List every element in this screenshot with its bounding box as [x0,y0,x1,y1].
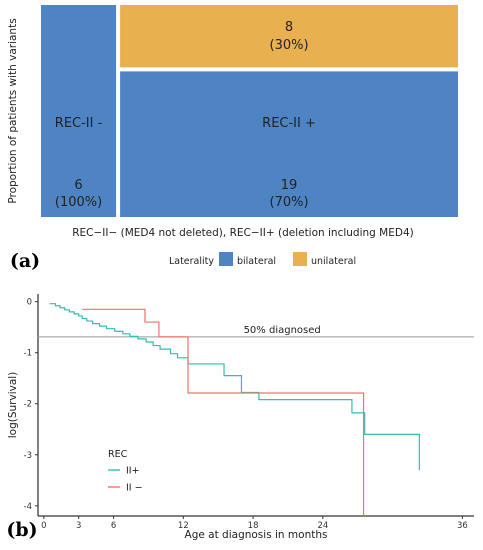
legend-key-bilateral [219,252,233,266]
x-tick-label: 3 [76,521,81,531]
tile-percent-label: (30%) [270,38,309,53]
legend-label: II − [126,483,143,494]
x-tick-label: 24 [317,521,328,531]
y-tick-label: 0 [27,298,32,308]
legend-laterality: Laterality bilateral unilateral [169,252,356,267]
x-tick-label: 6 [111,521,116,531]
mosaic-column-1: 6 (100%) REC-II - [41,5,117,217]
x-tick-label: 0 [41,521,46,531]
legend-title: Laterality [169,256,214,267]
mosaic-tile-bilateral [120,71,458,218]
x-tick-label: 18 [248,521,259,531]
tile-count-label: 8 [285,20,293,35]
y-axis-title: Proportion of patients with variants [7,18,19,203]
column-label: REC-II + [262,116,316,131]
mosaic-column-2: 8 (30%) 19 (70%) REC-II + [120,5,458,218]
reference-line-label: 50% diagnosed [244,325,321,336]
panel-label-b: (b) [6,519,37,541]
legend-title: REC [108,449,128,460]
y-tick-label: -4 [24,502,32,512]
tile-count-label: 19 [281,178,298,193]
series-line-II-plus [49,303,420,471]
y-tick-label: -3 [24,451,32,461]
legend-key-unilateral [293,252,307,266]
panel-label-a: (a) [10,250,40,272]
legend-label-bilateral: bilateral [237,256,276,267]
x-tick-label: 12 [178,521,189,531]
y-tick-label: -2 [24,400,32,410]
y-tick-label: -1 [24,349,32,359]
legend-label-unilateral: unilateral [311,256,356,267]
x-tick-label: 36 [457,521,468,531]
tile-percent-label: (70%) [270,195,309,210]
tile-count-label: 6 [74,178,82,193]
mosaic-tile-unilateral [120,5,458,68]
tile-percent-label: (100%) [55,195,102,210]
legend-label: II+ [126,466,140,477]
y-axis-title: log(Survival) [7,372,19,439]
column-label: REC-II - [55,116,103,131]
x-axis-title: REC−II− (MED4 not deleted), REC−II+ (del… [72,227,413,239]
series-line-II-minus [82,308,365,516]
mosaic-tile-bilateral [41,5,117,217]
legend-rec: REC II+ II − [108,449,143,494]
x-axis-title: Age at diagnosis in months [185,529,328,541]
